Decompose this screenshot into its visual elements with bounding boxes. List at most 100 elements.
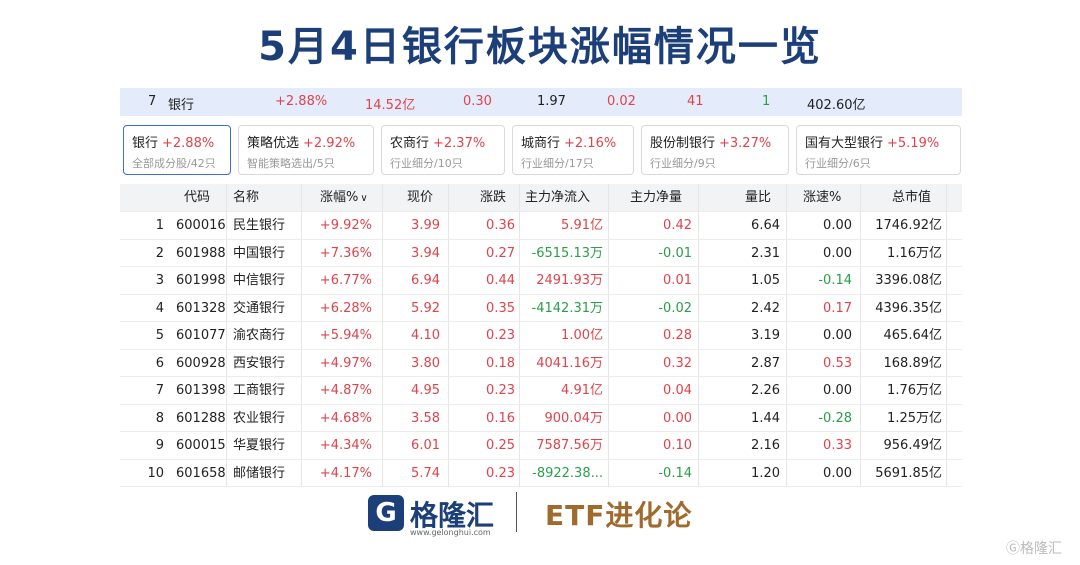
header-change[interactable]: 涨跌 — [480, 190, 507, 205]
table-row[interactable]: 7 601398 工商银行 +4.87% 4.95 0.23 4.91亿 0.04 2.26 0.… — [120, 377, 962, 405]
table-row[interactable]: 4 601328 交通银行 +6.28% 5.92 0.35 -4142.31万 -0.02 2… — [120, 294, 962, 322]
table-row[interactable]: 9 600015 华夏银行 +4.34% 6.01 0.25 7587.56万 0.10 2.1… — [120, 432, 962, 460]
cell-inflow: 900.04万 — [544, 410, 604, 426]
cell-speed: 0.53 — [823, 355, 852, 371]
chip-sub: 行业细分/17只 — [521, 157, 594, 170]
chip-name: 股份制银行 — [650, 136, 716, 151]
table-row[interactable]: 2 601988 中国银行 +7.36% 3.94 0.27 -6515.13万 -0.01 2… — [120, 239, 962, 267]
cell-chg: 0.23 — [486, 383, 515, 398]
cell-no: 6 — [155, 355, 164, 371]
cell-net: 0.28 — [663, 328, 692, 343]
chip-pct: +2.37% — [433, 136, 486, 151]
chip-name: 策略优选 — [247, 136, 300, 151]
cell-pct: +5.94% — [319, 328, 372, 343]
cell-vr: 2.26 — [751, 383, 780, 398]
cell-net: -0.01 — [658, 245, 692, 261]
header-price[interactable]: 现价 — [407, 190, 434, 205]
cell-no: 7 — [155, 383, 164, 398]
cell-net: 0.00 — [663, 410, 692, 426]
cell-cap: 1.25万亿 — [887, 410, 942, 426]
cell-price: 6.94 — [411, 273, 440, 288]
cell-chg: 0.25 — [486, 438, 515, 453]
tab-state-owned-banks[interactable]: 国有大型银行 +5.19% 行业细分/6只 — [796, 125, 961, 175]
cell-price: 3.94 — [411, 245, 440, 261]
chip-pct: +2.16% — [564, 136, 617, 151]
table-row[interactable]: 10 601658 邮储银行 +4.17% 5.74 0.23 -8922.38... -0.… — [120, 459, 962, 487]
cell-inflow: -6515.13万 — [531, 245, 603, 261]
footer-branding: G 格隆汇 www.gelonghui.com ETF进化论 Ⓖ格隆汇 — [0, 490, 1080, 565]
table-row[interactable]: 1 600016 民生银行 +9.92% 3.99 0.36 5.91亿 0.42 6.64 0.… — [120, 212, 962, 240]
tab-bank-all[interactable]: 银行 +2.88% 全部成分股/42只 — [123, 125, 231, 175]
chip-sub: 全部成分股/42只 — [132, 157, 216, 170]
watermark: Ⓖ格隆汇 — [1006, 541, 1062, 557]
cell-chg: 0.18 — [486, 355, 515, 371]
cell-cap: 1.16万亿 — [887, 245, 942, 261]
cell-name: 工商银行 — [233, 383, 286, 398]
header-name[interactable]: 名称 — [233, 190, 260, 205]
header-change-pct[interactable]: 涨幅% ∨ — [320, 184, 368, 211]
cell-net: 0.04 — [663, 383, 692, 398]
cell-speed: 0.00 — [823, 218, 852, 233]
cell-inflow: 4041.16万 — [536, 355, 603, 371]
header-main-inflow[interactable]: 主力净流入 — [525, 190, 591, 205]
cell-chg: 0.23 — [486, 465, 515, 481]
cell-cap: 168.89亿 — [883, 355, 943, 371]
cell-name: 交通银行 — [233, 300, 286, 316]
header-code[interactable]: 代码 — [184, 190, 211, 205]
cell-code: 601077 — [176, 328, 226, 343]
table-row[interactable]: 6 600928 西安银行 +4.97% 3.80 0.18 4041.16万 0.32 2.8… — [120, 349, 962, 377]
header-main-net[interactable]: 主力净量 — [630, 190, 683, 205]
cell-inflow: 1.00亿 — [561, 328, 603, 343]
cell-net: -0.02 — [658, 300, 692, 316]
cell-pct: +9.92% — [319, 218, 372, 233]
cell-name: 中信银行 — [233, 273, 286, 288]
cell-cap: 1746.92亿 — [875, 218, 942, 233]
tab-city-banks[interactable]: 城商行 +2.16% 行业细分/17只 — [512, 125, 634, 175]
tab-joint-stock-banks[interactable]: 股份制银行 +3.27% 行业细分/9只 — [641, 125, 789, 175]
cell-no: 5 — [155, 328, 164, 343]
cell-pct: +7.36% — [319, 245, 372, 261]
cell-name: 农业银行 — [233, 410, 286, 426]
cell-pct: +4.34% — [319, 438, 372, 453]
etf-brand-text: ETF进化论 — [545, 499, 693, 532]
header-volume-ratio[interactable]: 量比 — [745, 190, 772, 205]
chip-sub: 行业细分/6只 — [805, 157, 871, 170]
cell-name: 邮储银行 — [233, 465, 286, 481]
cell-price: 3.80 — [411, 355, 440, 371]
cell-chg: 0.44 — [486, 273, 515, 288]
cell-pct: +4.17% — [319, 465, 372, 481]
sector-change: +2.88% — [275, 94, 328, 109]
cell-no: 1 — [155, 218, 164, 233]
cell-pct: +6.77% — [319, 273, 372, 288]
stock-table: 代码 名称 涨幅% ∨ 现价 涨跌 主力净流入 主力净量 量比 涨速% 总市值 1… — [120, 184, 962, 487]
table-row[interactable]: 3 601998 中信银行 +6.77% 6.94 0.44 2491.93万 0.01 1.0… — [120, 267, 962, 295]
cell-price: 3.99 — [411, 218, 440, 233]
table-row[interactable]: 5 601077 渝农商行 +5.94% 4.10 0.23 1.00亿 0.28 3.19 0.… — [120, 322, 962, 350]
cell-chg: 0.16 — [486, 410, 515, 426]
header-speed[interactable]: 涨速% — [803, 190, 842, 205]
cell-price: 4.10 — [411, 328, 440, 343]
tab-rural-banks[interactable]: 农商行 +2.37% 行业细分/10只 — [381, 125, 505, 175]
cell-cap: 1.76万亿 — [887, 383, 942, 398]
sub-sector-tabs: 银行 +2.88% 全部成分股/42只 策略优选 +2.92% 智能策略选出/5只 … — [123, 125, 963, 175]
header-market-cap[interactable]: 总市值 — [892, 190, 932, 205]
cell-inflow: 7587.56万 — [536, 438, 603, 453]
cell-pct: +4.97% — [319, 355, 372, 371]
cell-cap: 3396.08亿 — [875, 273, 942, 288]
tab-strategy[interactable]: 策略优选 +2.92% 智能策略选出/5只 — [238, 125, 374, 175]
cell-no: 10 — [147, 465, 164, 481]
cell-speed: 0.00 — [823, 245, 852, 261]
sector-summary-row[interactable]: 7 银行 +2.88% 14.52亿 0.30 1.97 0.02 41 1 4… — [120, 88, 962, 116]
chip-name: 银行 — [132, 136, 159, 151]
table-row[interactable]: 8 601288 农业银行 +4.68% 3.58 0.16 900.04万 0.00 1.44… — [120, 404, 962, 432]
cell-net: -0.14 — [658, 465, 692, 481]
sector-name: 银行 — [168, 98, 195, 113]
cell-vr: 1.44 — [751, 410, 780, 426]
sector-v3: 0.02 — [607, 94, 636, 109]
chip-name: 农商行 — [390, 136, 430, 151]
chip-sub: 行业细分/10只 — [390, 157, 463, 170]
gelonghui-logo-text: 格隆汇 — [410, 499, 495, 532]
cell-vr: 2.42 — [751, 300, 780, 316]
cell-name: 渝农商行 — [233, 328, 286, 343]
cell-no: 9 — [155, 438, 164, 453]
